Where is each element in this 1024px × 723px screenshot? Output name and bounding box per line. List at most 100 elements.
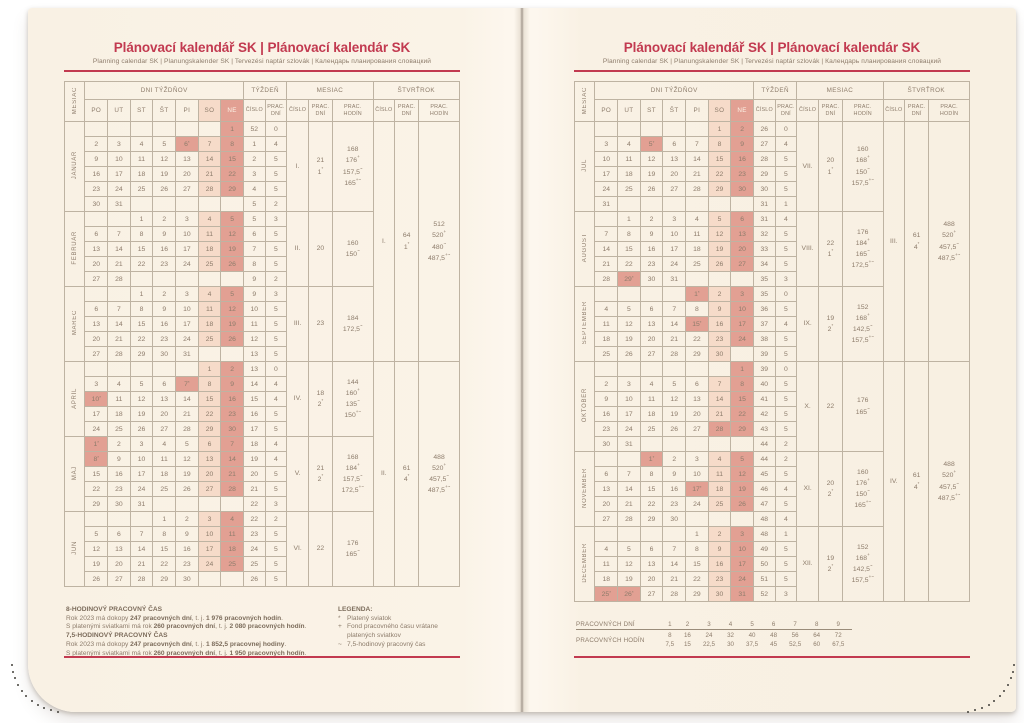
day-cell: 4	[197, 211, 222, 227]
month-number-cell: V.	[286, 436, 309, 512]
day-cell: 6	[639, 541, 664, 557]
workhours-value: 24 22,5	[702, 632, 715, 649]
day-cell: 1	[707, 121, 732, 137]
month-workdays-header: PRAC. DNÍ	[817, 99, 843, 122]
week-row: 27 28 9 2	[65, 271, 460, 287]
day-cell: 20	[175, 166, 199, 182]
day-cell: 30	[707, 586, 732, 602]
day-cell	[129, 511, 154, 527]
week-number-cell: 30	[752, 181, 776, 197]
perforation-dot	[967, 710, 970, 713]
week-workdays-cell: 5	[774, 496, 798, 512]
book-spine	[514, 8, 530, 712]
day-cell: 24	[107, 181, 131, 197]
day-cell: 12	[152, 151, 177, 167]
day-cell	[730, 196, 754, 212]
week-workdays-cell: 5	[774, 406, 798, 422]
day-cell: 6	[84, 301, 109, 317]
footer-rule-right	[574, 656, 970, 658]
week-row: 27 28 29 30 48 4	[575, 511, 970, 527]
day-cell: 10	[175, 226, 199, 242]
day-cell: 28	[220, 481, 244, 497]
day-cell: 14	[617, 481, 641, 497]
week-workdays-cell: 3	[264, 496, 288, 512]
week-workdays-cell: 1	[774, 526, 798, 542]
day-cell: 27	[685, 421, 709, 437]
perforation-dot	[1009, 677, 1012, 680]
day-cell: 24	[594, 181, 619, 197]
week-number-cell: 38	[752, 331, 776, 347]
week-number-header: ČÍSLO	[752, 99, 776, 122]
week-row: 24 25 26 27 28 29 30 17 5	[65, 421, 460, 437]
day-cell: 5	[220, 286, 244, 302]
day-cell: 31	[662, 271, 687, 287]
day-cell: 24	[175, 256, 199, 272]
day-cell: 10	[730, 301, 754, 317]
week-row: FEBRUÁR 1 2 3 4 5 5 3 II. 20 160 150~	[63, 211, 460, 287]
day-cell	[639, 286, 664, 302]
week-number-cell: 16	[242, 406, 266, 422]
day-cell: 16	[730, 151, 754, 167]
day-cell	[617, 361, 641, 377]
week-number-cell: 31	[752, 211, 776, 227]
week-row: 2 3 4 5 6* 7 8 1 4	[65, 136, 460, 152]
week-group-header: TÝŽDEŇ	[752, 81, 798, 100]
perforation-dot	[1012, 663, 1015, 666]
day-cell: 26*	[617, 586, 641, 602]
day-cell: 27	[639, 586, 664, 602]
day-cell: 18	[152, 466, 177, 482]
week-workdays-cell: 3	[774, 271, 798, 287]
week-row: 26 27 28 29 30 26 5	[65, 571, 460, 587]
month-workhours-cell: 176 165~	[331, 511, 374, 587]
perforation-dot	[1007, 683, 1010, 686]
week-number-cell: 35	[752, 286, 776, 302]
workdays-row: PRACOVNÝCH DNÍ 1 2 3 4 5 6 7 8 9	[576, 620, 852, 630]
perforation-dot	[12, 670, 15, 673]
day-cell: 13	[685, 391, 709, 407]
day-cell: 3	[617, 376, 641, 392]
day-cell: 30	[662, 511, 687, 527]
day-cell: 7	[107, 301, 131, 317]
day-cell: 7	[617, 466, 641, 482]
week-number-cell: 8	[242, 256, 266, 272]
day-cell: 25*	[594, 586, 619, 602]
day-cell	[197, 196, 222, 212]
week-workdays-cell: 0	[264, 121, 288, 137]
day-cell: 8	[152, 526, 177, 542]
week-workdays-cell: 5	[264, 301, 288, 317]
weekday-header-st: ST	[129, 99, 154, 122]
week-workdays-cell: 4	[774, 316, 798, 332]
day-cell: 25	[707, 496, 732, 512]
day-cell: 1	[129, 211, 154, 227]
day-cell: 27	[107, 571, 131, 587]
week-number-cell: 43	[752, 421, 776, 437]
week-workdays-cell: 4	[264, 451, 288, 467]
day-cell: 2	[662, 451, 687, 467]
day-cell: 19	[84, 556, 109, 572]
quarter-group-header: ŠTVRŤROK	[372, 81, 460, 100]
day-cell: 27	[84, 271, 109, 287]
week-row: OKTÓBER 1 39 0 X. 22 176 165~ IV. 61 4* 488 520+ 457,…	[573, 361, 970, 602]
week-workdays-cell: 4	[264, 436, 288, 452]
day-cell	[639, 436, 664, 452]
day-cell	[707, 361, 732, 377]
day-cell: 9	[152, 226, 177, 242]
month-workhours-cell: 144 160+ 135~ 150+~	[331, 361, 374, 437]
day-cell: 8	[197, 376, 222, 392]
week-row: DECEMBER 1 2 3 48 1 XII. 19 2* 152 168+ 142,5~ 157,5…	[573, 526, 970, 602]
week-number-cell: 7	[242, 241, 266, 257]
day-cell: 13	[152, 391, 177, 407]
weekdays-group-header: DNI TÝŽDŇOV	[594, 81, 754, 100]
week-workdays-cell: 0	[774, 286, 798, 302]
month-workhours-cell: 168 176+ 157,5~ 165+~	[331, 121, 374, 212]
day-cell	[152, 121, 177, 137]
day-cell: 4	[707, 451, 732, 467]
legend-item: + Fond pracovného času vrátane platených …	[338, 623, 460, 640]
week-number-cell: 25	[242, 556, 266, 572]
day-cell	[129, 361, 154, 377]
day-cell	[84, 211, 109, 227]
day-cell: 9	[707, 301, 732, 317]
day-cell: 6	[152, 376, 177, 392]
week-number-cell: 14	[242, 376, 266, 392]
day-cell: 18	[594, 331, 619, 347]
